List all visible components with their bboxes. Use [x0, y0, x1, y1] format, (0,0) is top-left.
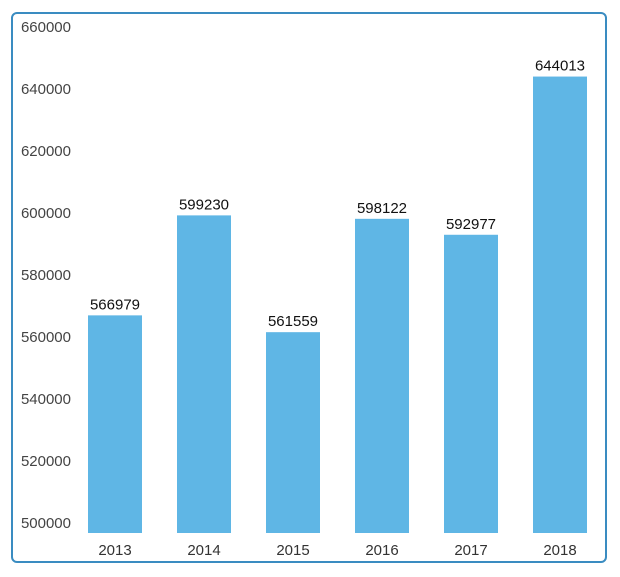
y-tick-label: 500000: [21, 515, 71, 532]
bar-2016: [355, 218, 409, 534]
x-tick-label-2013: 2013: [98, 542, 131, 559]
data-label-2018: 644013: [535, 58, 585, 75]
bar-2018: [533, 76, 587, 534]
data-label-2015: 561559: [268, 313, 318, 330]
y-axis-ticks: 500000 520000 540000 560000 580000 600000 6200…: [21, 19, 71, 532]
y-tick-label: 660000: [21, 19, 71, 36]
data-label-2016: 598122: [357, 200, 407, 217]
data-labels: 566979 599230 561559 598122 592977 644013: [90, 58, 585, 331]
bar-2017: [444, 234, 498, 533]
y-tick-label: 560000: [21, 329, 71, 346]
x-tick-label-2018: 2018: [543, 542, 576, 559]
y-tick-label: 540000: [21, 391, 71, 408]
y-tick-label: 600000: [21, 205, 71, 222]
bar-2014: [177, 215, 231, 533]
x-tick-label-2015: 2015: [276, 542, 309, 559]
bar-2013: [88, 315, 142, 533]
x-axis-ticks: 2013 2014 2015 2016 2017 2018: [98, 542, 576, 559]
bar-2015: [266, 332, 320, 533]
y-tick-label: 640000: [21, 81, 71, 98]
data-label-2017: 592977: [446, 216, 496, 233]
data-label-2013: 566979: [90, 296, 140, 313]
y-tick-label: 620000: [21, 143, 71, 160]
y-tick-label: 580000: [21, 267, 71, 284]
data-label-2014: 599230: [179, 196, 229, 213]
x-tick-label-2017: 2017: [454, 542, 487, 559]
x-tick-label-2016: 2016: [365, 542, 398, 559]
x-tick-label-2014: 2014: [187, 542, 220, 559]
bars: [88, 76, 587, 534]
y-tick-label: 520000: [21, 453, 71, 470]
